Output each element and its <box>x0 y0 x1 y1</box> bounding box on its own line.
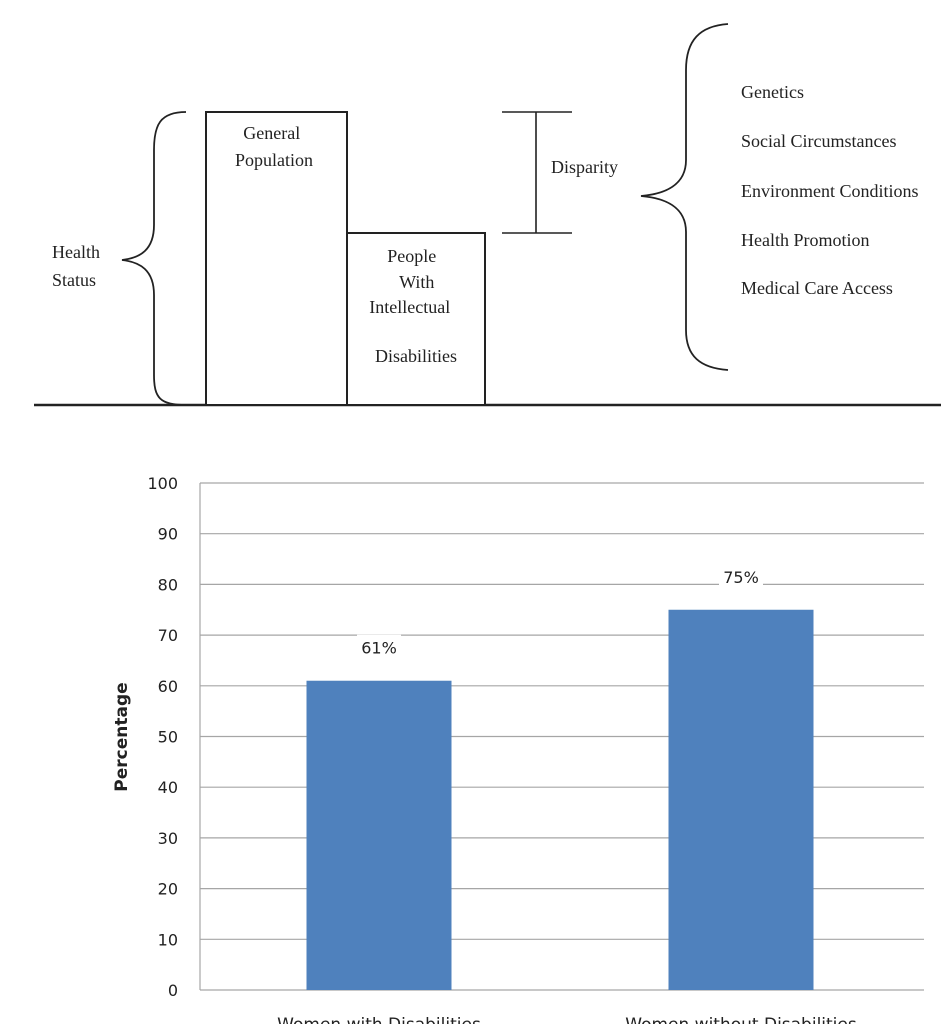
people-id-line-1: People <box>387 246 436 266</box>
people-id-line-2: With <box>399 272 434 292</box>
factor-genetics: Genetics <box>741 82 804 102</box>
data-labels: 61% 75% <box>357 563 763 659</box>
people-id-label: People With Intellectual Disabilities <box>369 246 457 366</box>
category-label: Women without Disabilities <box>625 1015 857 1024</box>
data-label-background <box>719 563 763 588</box>
y-tick-label: 80 <box>158 575 178 594</box>
y-tick-labels: 0 10 20 30 40 50 60 70 80 90 100 <box>147 474 178 1000</box>
factors-brace <box>640 23 729 371</box>
category-label: Women with Disabilities <box>277 1015 481 1024</box>
disparity-label: Disparity <box>551 157 618 177</box>
y-tick-label: 30 <box>158 829 178 848</box>
y-tick-label: 40 <box>158 778 178 797</box>
y-tick-label: 90 <box>158 525 178 544</box>
general-population-line-2: Population <box>235 150 313 170</box>
y-tick-label: 0 <box>168 981 178 1000</box>
y-tick-label: 70 <box>158 626 178 645</box>
data-label: 61% <box>361 639 397 658</box>
y-tick-label: 60 <box>158 677 178 696</box>
health-status-line-2: Status <box>52 270 96 290</box>
disparity-bracket <box>502 111 572 234</box>
people-id-line-4: Disabilities <box>375 346 457 366</box>
y-axis-label: Percentage <box>112 682 132 791</box>
y-tick-label: 20 <box>158 880 178 899</box>
general-population-box <box>205 111 348 406</box>
health-status-brace <box>121 111 187 406</box>
people-id-line-3: Intellectual <box>369 297 450 317</box>
factor-environment: Environment Conditions <box>741 181 919 201</box>
people-id-box <box>346 232 486 406</box>
category-labels: Women with Disabilities Women without Dis… <box>277 1015 857 1024</box>
bar <box>668 609 814 990</box>
data-label: 75% <box>723 568 759 587</box>
bars <box>306 609 814 990</box>
health-status-line-1: Health <box>52 242 100 262</box>
y-tick-label: 50 <box>158 728 178 747</box>
factors-list: Genetics Social Circumstances Environmen… <box>741 82 923 298</box>
factor-health-promotion: Health Promotion <box>741 230 870 250</box>
data-label-background <box>357 634 401 659</box>
y-tick-label: 100 <box>147 474 178 493</box>
y-tick-label: 10 <box>158 930 178 949</box>
general-population-line-1: General <box>243 123 300 143</box>
disparity-diagram: Health Status General Population People … <box>34 23 941 407</box>
general-population-label: General Population <box>235 123 313 170</box>
health-status-label: Health Status <box>52 242 104 290</box>
factor-medical-care: Medical Care Access <box>741 278 893 298</box>
bar-chart: 0 10 20 30 40 50 60 70 80 90 100 61% 75% Women with… <box>112 474 924 1024</box>
bar <box>306 680 452 990</box>
factor-social: Social Circumstances <box>741 131 896 151</box>
